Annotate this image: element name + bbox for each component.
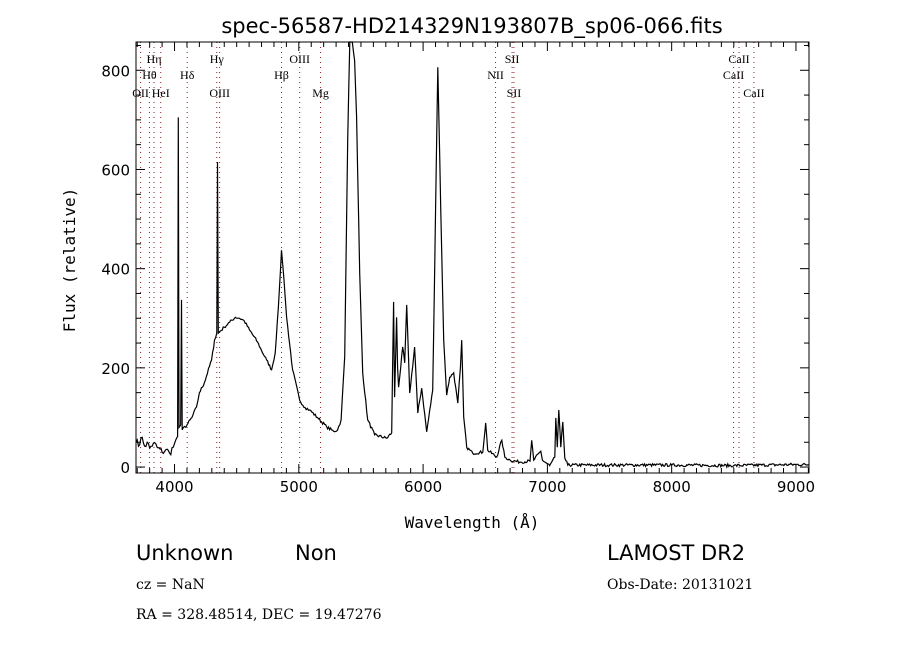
object-subclass: Non: [295, 541, 337, 565]
spectral-line-label: Hθ: [142, 68, 157, 82]
spectral-line-label: OIII: [209, 86, 230, 100]
x-axis-label: Wavelength (Å): [405, 513, 540, 532]
x-tick-label: 5000: [280, 478, 318, 496]
y-tick-label: 0: [120, 459, 130, 477]
spectral-line-label: Mg: [312, 86, 329, 100]
x-tick-label: 9000: [777, 478, 815, 496]
y-tick-label: 800: [101, 62, 130, 80]
x-tick-label: 4000: [155, 478, 193, 496]
spectral-line-label: CaII: [728, 52, 749, 66]
x-tick-label: 7000: [528, 478, 566, 496]
spectral-line-label: NII: [487, 68, 504, 82]
spectral-line-label: OIII: [289, 52, 310, 66]
redshift-text: cz = NaN: [136, 577, 205, 593]
coordinates-text: RA = 328.48514, DEC = 19.47276: [136, 607, 382, 623]
spectrum-series: [135, 41, 810, 469]
object-class: Unknown: [136, 541, 233, 565]
spectral-line-label: CaII: [723, 68, 744, 82]
axis-ticks: 4000 5000 6000 7000 8000 9000 0 200 400 600 800: [101, 42, 815, 496]
spectral-line-label: SII: [507, 86, 522, 100]
x-tick-label: 6000: [404, 478, 442, 496]
y-tick-label: 200: [101, 360, 130, 378]
spectral-line-label: Hβ: [274, 68, 289, 82]
spectral-line-label: OII: [132, 86, 149, 100]
spectral-line-label: Hδ: [180, 68, 195, 82]
spectral-line-label: HeI: [152, 86, 170, 100]
spectral-line-label: Hη: [147, 52, 162, 66]
x-tick-label: 8000: [653, 478, 691, 496]
y-tick-label: 400: [101, 261, 130, 279]
spectral-line-label: SII: [505, 52, 520, 66]
obs-date-text: Obs-Date: 20131021: [607, 577, 753, 593]
plot-frame: [135, 41, 810, 474]
spectrum-line: [135, 41, 810, 469]
y-axis-label: Flux (relative): [60, 188, 79, 333]
spectral-line-label: CaII: [743, 86, 764, 100]
survey-name: LAMOST DR2: [607, 541, 745, 565]
y-tick-label: 600: [101, 161, 130, 179]
spectral-line-label: Hγ: [210, 52, 225, 66]
chart-title: spec-56587-HD214329N193807B_sp06-066.fit…: [221, 14, 722, 39]
spectral-line-markers: OIIHθHηHeIHδHγOIIIHβOIIIMgNIISIISIICaIIC…: [132, 42, 765, 473]
